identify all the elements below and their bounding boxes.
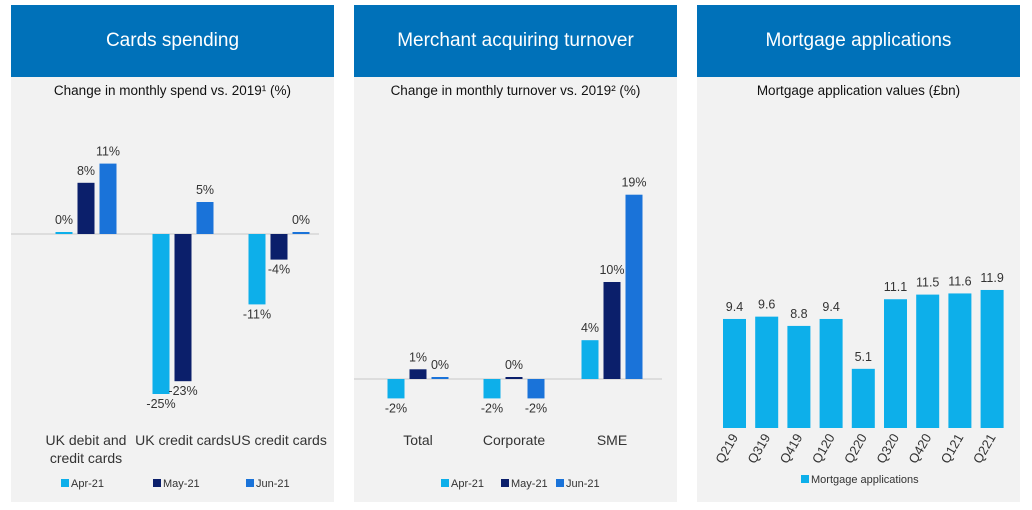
bar-apr-21-sme	[581, 340, 599, 379]
category-label-q219: Q219	[712, 431, 741, 466]
bar-apr-21-uk-debit-and-credit-cards	[55, 232, 73, 234]
bar-jun-21-total	[431, 377, 449, 379]
bar-q120	[819, 318, 843, 428]
legend-label-mortgage-applications: Mortgage applications	[811, 474, 919, 486]
category-label-q319: Q319	[744, 431, 773, 466]
bar-may-21-uk-credit-cards	[174, 234, 192, 382]
bar-jun-21-us-credit-cards	[292, 232, 310, 234]
legend-swatch-apr-21	[441, 479, 449, 487]
data-label-jun-21-us-credit-cards: 0%	[292, 213, 310, 227]
cards-spending-subtitle: Change in monthly spend vs. 2019¹ (%)	[53, 83, 292, 98]
bar-apr-21-total	[387, 379, 405, 399]
data-label-jun-21-uk-credit-cards: 5%	[196, 183, 214, 197]
data-label-apr-21-us-credit-cards: -11%	[243, 307, 271, 321]
cards-spending-panel: Cards spending Change in monthly spend v…	[11, 5, 334, 502]
bar-q219	[723, 318, 746, 428]
bar-q220	[851, 368, 875, 428]
data-label-q419: 8.8	[790, 307, 807, 321]
merchant-turnover-subtitle: Change in monthly turnover vs. 2019² (%)	[390, 83, 641, 98]
category-label-uk-debit-and-credit-cards-line-2: credit cards	[50, 450, 122, 466]
category-label-q419: Q419	[777, 431, 806, 466]
category-label-q420: Q420	[905, 431, 934, 466]
mortgage-applications-subtitle: Mortgage application values (£bn)	[756, 83, 961, 98]
bar-jun-21-sme	[625, 194, 643, 379]
bar-jun-21-uk-debit-and-credit-cards	[99, 163, 117, 234]
data-label-q320: 11.1	[884, 280, 907, 294]
bar-q221	[980, 289, 1004, 428]
mortgage-applications-panel: Mortgage applications Mortgage applicati…	[697, 5, 1020, 502]
bar-jun-21-uk-credit-cards	[196, 202, 214, 234]
data-label-apr-21-uk-credit-cards: -25%	[146, 397, 175, 411]
data-label-q220: 5.1	[855, 350, 872, 364]
bar-may-21-uk-debit-and-credit-cards	[77, 182, 95, 234]
legend-label-apr-21: Apr-21	[451, 478, 484, 490]
category-label-q320: Q320	[873, 431, 902, 466]
bar-q419	[787, 325, 811, 428]
data-label-jun-21-sme: 19%	[621, 176, 646, 190]
data-label-q420: 11.5	[916, 276, 939, 290]
data-label-may-21-us-credit-cards: -4%	[268, 263, 290, 277]
merchant-turnover-panel: Merchant acquiring turnover Change in mo…	[354, 5, 677, 502]
data-label-may-21-uk-debit-and-credit-cards: 8%	[77, 164, 95, 178]
bar-apr-21-us-credit-cards	[248, 234, 266, 305]
data-label-jun-21-total: 0%	[431, 358, 449, 372]
data-label-jun-21-uk-debit-and-credit-cards: 11%	[96, 145, 120, 159]
bar-may-21-sme	[603, 282, 621, 379]
bar-may-21-us-credit-cards	[270, 234, 288, 260]
category-label-q221: Q221	[970, 431, 999, 466]
bar-apr-21-corporate	[483, 379, 501, 399]
legend-swatch-jun-21	[246, 479, 254, 487]
cards-spending-title: Cards spending	[11, 5, 334, 77]
legend-label-jun-21: Jun-21	[566, 478, 600, 490]
data-label-jun-21-corporate: -2%	[525, 401, 547, 415]
legend-swatch-mortgage-applications	[801, 475, 809, 483]
category-label-total: Total	[403, 432, 433, 448]
data-label-may-21-total: 1%	[409, 350, 427, 364]
category-label-q121: Q121	[938, 431, 967, 466]
data-label-may-21-corporate: 0%	[505, 358, 523, 372]
legend-label-may-21: May-21	[163, 478, 200, 490]
data-label-q120: 9.4	[822, 300, 839, 314]
merchant-turnover-title: Merchant acquiring turnover	[354, 5, 677, 77]
category-label-corporate: Corporate	[483, 432, 545, 448]
data-label-apr-21-uk-debit-and-credit-cards: 0%	[55, 213, 73, 227]
legend-label-jun-21: Jun-21	[256, 478, 290, 490]
mortgage-applications-chart: 9.4 Q219 9.6 Q319 8.8 Q419 9.4 Q120 5.1 Q220 11.1 Q…	[712, 271, 1004, 486]
legend-swatch-may-21	[501, 479, 509, 487]
data-label-q121: 11.6	[948, 274, 971, 288]
category-label-sme: SME	[597, 432, 627, 448]
bar-apr-21-uk-credit-cards	[152, 234, 170, 394]
cards-spending-chart: 0% 8%11% UK debit and credit cards -25%-23% 5…	[11, 145, 327, 490]
data-label-may-21-sme: 10%	[599, 263, 624, 277]
category-label-uk-debit-and-credit-cards-line-1: UK debit and	[46, 432, 127, 448]
category-label-q220: Q220	[841, 431, 870, 466]
legend-label-may-21: May-21	[511, 478, 548, 490]
data-label-apr-21-corporate: -2%	[481, 401, 503, 415]
bar-q320	[884, 299, 907, 428]
mortgage-applications-title: Mortgage applications	[697, 5, 1020, 77]
data-label-q219: 9.4	[726, 300, 743, 314]
data-label-q221: 11.9	[980, 271, 1003, 285]
data-label-may-21-uk-credit-cards: -23%	[168, 384, 197, 398]
legend-swatch-apr-21	[61, 479, 69, 487]
legend-swatch-may-21	[153, 479, 161, 487]
bar-q420	[916, 294, 940, 428]
legend-label-apr-21: Apr-21	[71, 478, 104, 490]
data-label-apr-21-total: -2%	[385, 401, 407, 415]
bar-q121	[948, 293, 972, 428]
category-label-us-credit-cards: US credit cards	[231, 432, 327, 448]
merchant-turnover-chart: -2% 1% 0% Total -2% 0% -2% Corporate 4% 10% 19% SME…	[354, 176, 662, 490]
bar-may-21-total	[409, 369, 427, 379]
data-label-q319: 9.6	[758, 298, 775, 312]
legend-swatch-jun-21	[556, 479, 564, 487]
category-label-q120: Q120	[809, 431, 838, 466]
category-label-uk-credit-cards: UK credit cards	[135, 432, 231, 448]
bar-q319	[755, 316, 779, 428]
data-label-apr-21-sme: 4%	[581, 321, 599, 335]
bar-may-21-corporate	[505, 377, 523, 379]
bar-jun-21-corporate	[527, 379, 545, 399]
